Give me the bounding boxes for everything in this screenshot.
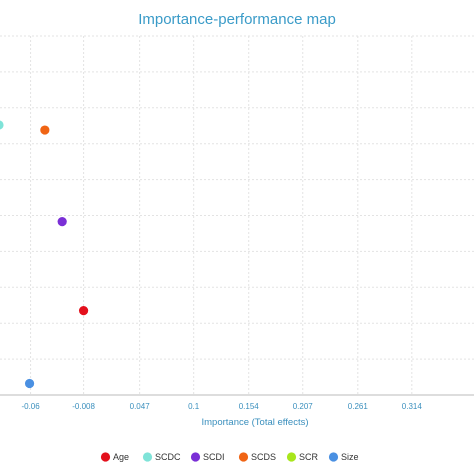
x-tick-label: -0.06 xyxy=(21,402,40,411)
legend-item-scdc[interactable]: SCDC xyxy=(142,452,181,462)
x-tick-label: 0.1 xyxy=(188,402,200,411)
legend-label: SCR xyxy=(299,452,319,462)
chart-title: Importance-performance map xyxy=(138,11,336,28)
legend-item-scdi[interactable]: SCDI xyxy=(190,452,225,462)
point-scdi xyxy=(57,217,67,227)
legend-marker xyxy=(286,452,297,462)
legend-item-scr[interactable]: SCR xyxy=(286,452,319,462)
point-size xyxy=(24,378,35,389)
x-axis-label: Importance (Total effects) xyxy=(201,417,308,428)
x-tick-label: 0.261 xyxy=(348,402,369,411)
legend-marker xyxy=(190,452,201,462)
legend-marker xyxy=(142,452,153,462)
x-tick-label: 0.314 xyxy=(402,402,423,411)
data-points xyxy=(0,120,89,389)
legend-item-scds[interactable]: SCDS xyxy=(238,452,276,462)
legend-marker xyxy=(328,452,339,462)
legend-label: Size xyxy=(341,452,359,462)
x-tick-label: -0.008 xyxy=(72,402,95,411)
legend-marker xyxy=(238,452,249,462)
legend-marker xyxy=(100,452,111,462)
legend-item-age[interactable]: Age xyxy=(100,452,129,462)
x-tick-label: 0.047 xyxy=(130,402,151,411)
point-age xyxy=(78,306,89,316)
x-tick-label: 0.207 xyxy=(293,402,314,411)
point-scdc xyxy=(0,120,4,130)
legend-label: Age xyxy=(113,452,129,462)
legend-item-size[interactable]: Size xyxy=(328,452,359,462)
point-scds xyxy=(40,125,50,135)
x-tick-label: 0.154 xyxy=(239,402,260,411)
legend: Age SCDC SCDI SCDS SCR Size xyxy=(100,452,359,462)
legend-label: SCDI xyxy=(203,452,225,462)
legend-label: SCDC xyxy=(155,452,181,462)
x-tick-labels: -0.06 -0.008 0.047 0.1 0.154 0.207 0.261 0.314 xyxy=(21,402,422,411)
legend-label: SCDS xyxy=(251,452,276,462)
grid-lines xyxy=(0,35,474,396)
